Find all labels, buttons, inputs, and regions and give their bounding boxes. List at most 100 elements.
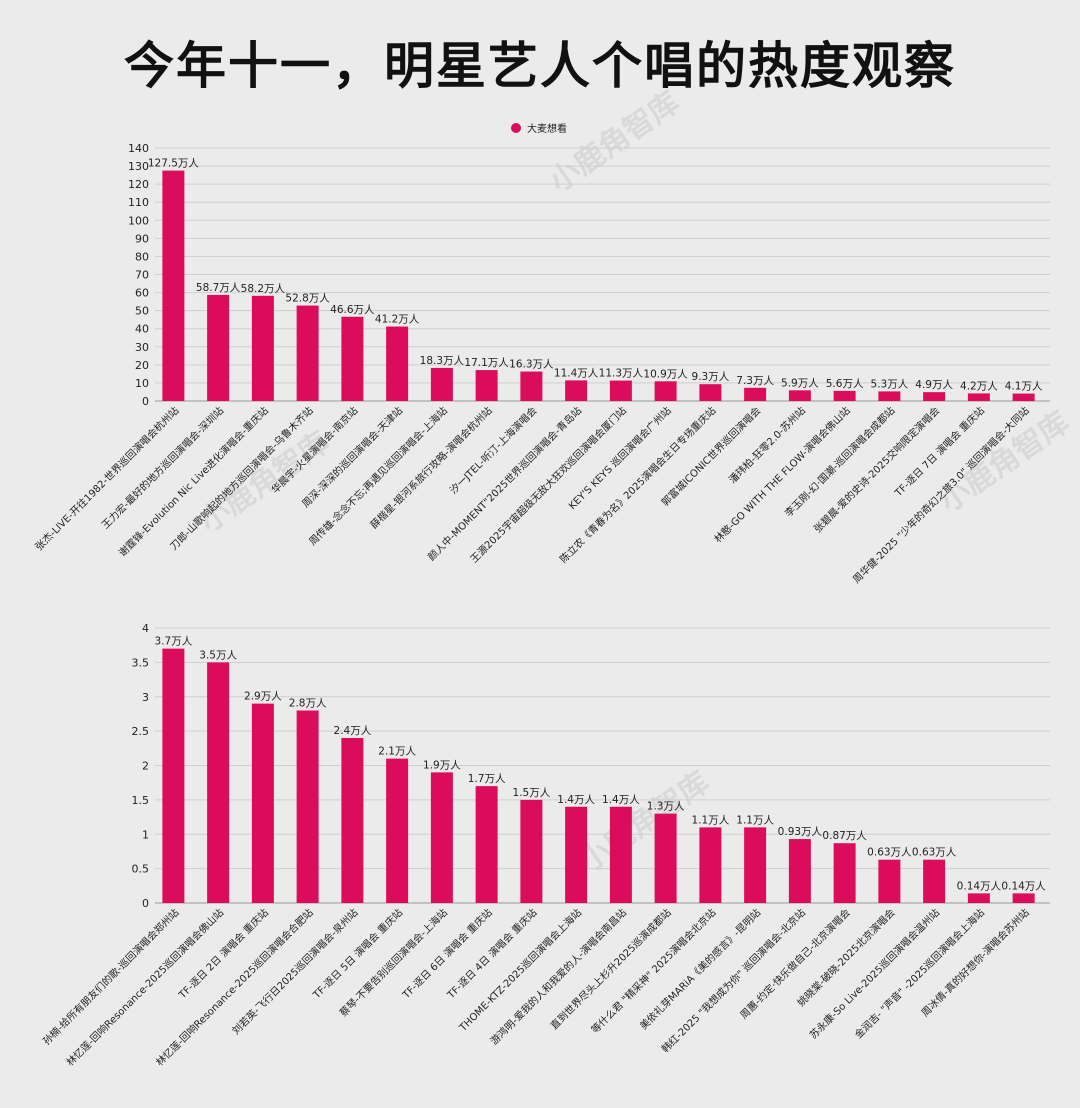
watermark-text-3: 小鹿角智库 [933, 405, 1076, 520]
bar [609, 806, 632, 903]
data-label: 3.5万人 [199, 649, 237, 661]
x-tick-label: TF-逐日 5日 演唱会 重庆站 [310, 906, 406, 1002]
x-tick-label: 颜人中-MOMENT"2025世界巡回演唱会-青岛站 [425, 404, 584, 563]
watermark-text-2: 小鹿角智库 [193, 425, 336, 540]
data-label: 4.2万人 [960, 380, 998, 392]
bar [654, 381, 677, 401]
data-label: 18.3万人 [420, 355, 465, 367]
bar [386, 326, 409, 401]
bar [878, 859, 901, 903]
data-label: 1.3万人 [647, 801, 685, 813]
bar [251, 703, 274, 903]
data-label: 0.14万人 [957, 880, 1002, 892]
data-label: 1.1万人 [692, 814, 730, 826]
data-label: 2.9万人 [244, 691, 282, 703]
y-tick-label: 100 [128, 214, 149, 227]
bar [430, 367, 453, 401]
data-label: 9.3万人 [692, 371, 730, 383]
bar [565, 380, 588, 401]
bar [923, 392, 946, 401]
data-label: 5.3万人 [871, 378, 909, 390]
x-tick-label: 林忆莲-回响Resonance-2025巡回演唱会合肥站 [153, 906, 316, 1069]
y-tick-label: 0 [142, 395, 149, 408]
bar [654, 813, 677, 903]
data-label: 0.63万人 [912, 847, 957, 859]
bar [923, 859, 946, 903]
data-label: 2.8万人 [289, 698, 327, 710]
y-tick-label: 10 [135, 377, 149, 390]
bar [565, 806, 588, 903]
data-label: 2.1万人 [378, 746, 416, 758]
y-tick-label: 80 [135, 250, 149, 263]
bar [475, 786, 498, 903]
data-label: 4.9万人 [915, 379, 953, 391]
y-tick-label: 110 [128, 196, 149, 209]
bar [744, 827, 767, 903]
x-tick-label: 林忆莲-回响Resonance-2025巡回演唱会佛山站 [64, 906, 227, 1069]
data-label: 11.3万人 [599, 368, 644, 380]
bar [833, 843, 856, 903]
bar [341, 738, 364, 903]
bar [1012, 393, 1035, 401]
chart-bottom: 00.511.522.533.543.7万人孙楠-给所有朋友们的歌-巡回演唱会郑… [40, 622, 1050, 1069]
y-tick-label: 90 [135, 232, 149, 245]
data-label: 46.6万人 [330, 304, 375, 316]
watermark-text-1: 小鹿角智库 [543, 85, 686, 200]
bar [475, 370, 498, 401]
data-label: 17.1万人 [464, 357, 509, 369]
legend-marker [511, 123, 521, 133]
bar [788, 839, 811, 903]
data-label: 58.2万人 [241, 283, 286, 295]
bar [967, 393, 990, 401]
page-title: 今年十一，明星艺人个唱的热度观察 [124, 37, 956, 95]
y-tick-label: 60 [135, 287, 149, 300]
y-tick-label: 2.5 [132, 725, 150, 738]
bar [341, 316, 364, 401]
x-tick-label: 潘玮柏-狂零2.0-苏州站 [726, 404, 808, 486]
x-tick-label: 汐一JTEL-听汀-上海演唱会 [447, 404, 540, 497]
data-label: 1.9万人 [423, 759, 461, 771]
y-tick-label: 3.5 [132, 656, 150, 669]
chart-top: 大麦想看 0 10 20 30 40 50 60 70 80 90 100 110 120 130 140 12… [32, 122, 1050, 586]
data-label: 5.9万人 [781, 377, 819, 389]
data-label: 1.4万人 [557, 794, 595, 806]
data-label: 2.4万人 [334, 725, 372, 737]
data-label: 5.6万人 [826, 378, 864, 390]
x-tick-label: TF-逐日 6日 演唱会 重庆站 [399, 906, 495, 1002]
bar [386, 758, 409, 903]
y-tick-label: 30 [135, 341, 149, 354]
data-label: 10.9万人 [643, 368, 688, 380]
x-tick-label: 王源2025宇宙超级无敌大狂欢巡回演唱会厦门站 [467, 404, 629, 566]
y-tick-label: 20 [135, 359, 149, 372]
legend: 大麦想看 [511, 122, 567, 135]
bar [699, 384, 722, 401]
bar [1012, 893, 1035, 903]
bar [162, 170, 185, 401]
y-tick-label: 120 [128, 178, 149, 191]
y-tick-label: 50 [135, 305, 149, 318]
data-label: 1.5万人 [513, 787, 551, 799]
data-label: 1.1万人 [736, 814, 774, 826]
bar [251, 295, 274, 401]
y-tick-label: 0.5 [132, 863, 150, 876]
bar [699, 827, 722, 903]
data-label: 3.7万人 [155, 636, 193, 648]
data-label: 0.63万人 [867, 847, 912, 859]
y-tick-label: 1.5 [132, 794, 150, 807]
bar [788, 390, 811, 401]
data-label: 4.1万人 [1005, 381, 1043, 393]
bar [296, 710, 319, 903]
bar [430, 772, 453, 903]
bar [520, 799, 543, 903]
bar [207, 294, 230, 401]
data-label: 127.5万人 [148, 158, 200, 170]
bar [878, 391, 901, 401]
data-label: 58.7万人 [196, 282, 241, 294]
y-tick-label: 0 [142, 897, 149, 910]
data-label: 0.93万人 [778, 826, 823, 838]
bar [162, 648, 185, 903]
x-tick-label: TF-逐日 4日 演唱会 重庆站 [444, 906, 540, 1002]
data-label: 16.3万人 [509, 359, 554, 371]
data-label: 52.8万人 [285, 293, 330, 305]
data-label: 1.4万人 [602, 794, 640, 806]
